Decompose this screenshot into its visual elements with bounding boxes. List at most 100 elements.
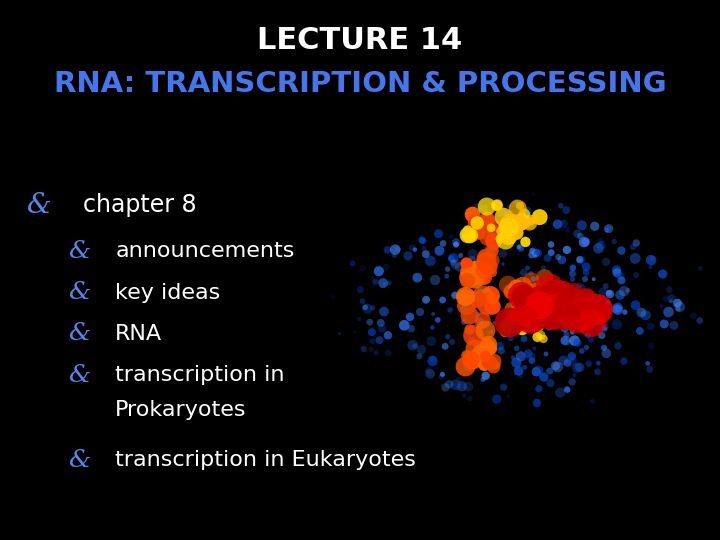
Point: [587, 397, 598, 406]
Point: [469, 292, 480, 301]
Point: [467, 230, 479, 239]
Point: [474, 287, 486, 296]
Point: [392, 245, 403, 253]
Point: [544, 303, 556, 312]
Point: [570, 286, 582, 295]
Point: [516, 221, 527, 230]
Point: [377, 279, 389, 287]
Point: [478, 204, 490, 213]
Point: [611, 320, 623, 329]
Point: [522, 264, 534, 272]
Point: [445, 254, 456, 263]
Point: [512, 204, 523, 213]
Point: [558, 297, 570, 306]
Point: [359, 303, 371, 312]
Point: [463, 325, 474, 333]
Point: [584, 316, 595, 325]
Point: [349, 327, 361, 336]
Point: [482, 294, 494, 303]
Point: [327, 293, 338, 301]
Point: [476, 316, 487, 325]
Point: [521, 299, 532, 307]
Point: [500, 236, 511, 245]
Point: [364, 318, 376, 326]
Point: [619, 308, 631, 316]
Point: [505, 334, 516, 343]
Point: [532, 291, 544, 300]
Point: [526, 352, 538, 361]
Point: [402, 252, 414, 260]
Point: [578, 314, 590, 323]
Point: [694, 316, 706, 325]
Point: [487, 242, 498, 251]
Point: [446, 338, 458, 346]
Point: [498, 217, 509, 226]
Point: [378, 307, 390, 316]
Point: [612, 305, 624, 314]
Point: [482, 261, 493, 270]
Point: [554, 314, 565, 322]
Point: [426, 337, 437, 346]
Point: [580, 343, 592, 352]
Point: [500, 327, 511, 335]
Point: [516, 291, 527, 300]
Point: [482, 309, 494, 318]
Point: [469, 274, 480, 282]
Point: [485, 224, 497, 232]
Point: [404, 313, 415, 321]
Point: [381, 263, 392, 272]
Text: &: &: [68, 281, 91, 304]
Point: [470, 232, 482, 241]
Point: [334, 329, 346, 338]
Point: [525, 217, 536, 226]
Point: [429, 276, 441, 285]
Point: [552, 253, 564, 261]
Point: [600, 258, 612, 266]
Point: [486, 234, 498, 243]
Point: [503, 202, 515, 211]
Point: [549, 291, 560, 300]
Point: [484, 228, 495, 237]
Point: [668, 301, 680, 309]
Point: [603, 288, 615, 297]
Point: [556, 255, 567, 264]
Text: Prokaryotes: Prokaryotes: [115, 400, 247, 421]
Point: [425, 256, 436, 265]
Point: [608, 237, 620, 246]
Point: [544, 322, 555, 331]
Point: [457, 234, 469, 242]
Point: [454, 262, 465, 271]
Point: [573, 281, 585, 290]
Point: [409, 245, 420, 254]
Point: [518, 334, 530, 343]
Point: [474, 317, 486, 326]
Point: [453, 375, 464, 383]
Point: [578, 238, 590, 246]
Point: [595, 237, 606, 245]
Point: [448, 254, 459, 262]
Point: [580, 262, 592, 271]
Point: [525, 314, 536, 322]
Point: [581, 312, 593, 321]
Point: [479, 326, 490, 335]
Point: [483, 285, 495, 293]
Point: [542, 301, 554, 310]
Point: [481, 213, 492, 222]
Point: [561, 246, 572, 254]
Point: [523, 319, 534, 328]
Point: [477, 307, 488, 316]
Point: [507, 217, 518, 226]
Point: [479, 273, 490, 282]
Point: [472, 282, 483, 291]
Point: [567, 264, 579, 272]
Point: [561, 330, 572, 339]
Point: [513, 242, 525, 251]
Point: [482, 251, 493, 260]
Point: [414, 308, 426, 316]
Point: [374, 336, 385, 345]
Point: [427, 357, 438, 366]
Point: [459, 292, 471, 300]
Point: [531, 318, 543, 327]
Point: [491, 395, 503, 403]
Point: [494, 196, 505, 205]
